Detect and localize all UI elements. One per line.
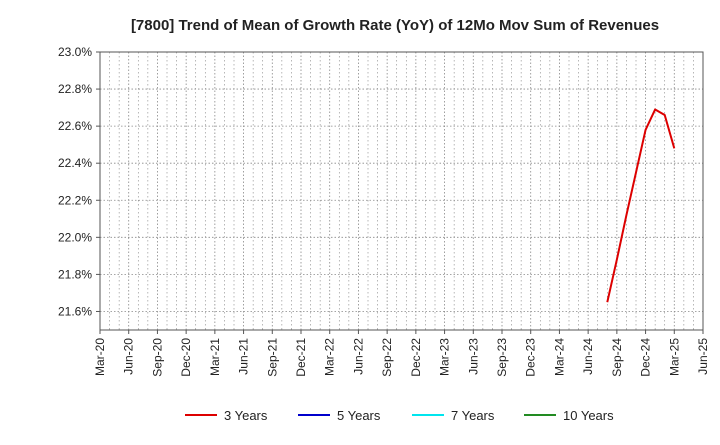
y-tick-label: 22.8% (58, 82, 92, 96)
x-tick-label: Mar-25 (667, 338, 681, 376)
x-tick-label: Jun-24 (581, 338, 595, 375)
x-tick-label: Jun-23 (466, 338, 480, 375)
grid (99, 51, 704, 330)
y-axis: 21.6% 21.8% 22.0% 22.2% 22.4% 22.6% 22.8% 23.0% (58, 45, 100, 318)
y-tick-label: 22.4% (58, 156, 92, 170)
x-tick-label: Sep-24 (610, 338, 624, 377)
legend-label: 5 Years (337, 408, 381, 423)
x-tick-label: Mar-20 (93, 338, 107, 376)
x-tick-label: Jun-22 (351, 338, 365, 375)
x-tick-label: Dec-20 (179, 338, 193, 377)
y-tick-label: 22.6% (58, 119, 92, 133)
x-tick-label: Sep-23 (495, 338, 509, 377)
y-tick-label: 23.0% (58, 45, 92, 59)
legend: 3 Years 5 Years 7 Years 10 Years (185, 408, 614, 423)
x-tick-label: Sep-21 (265, 338, 279, 377)
x-tick-label: Jun-21 (237, 338, 251, 375)
legend-label: 10 Years (563, 408, 614, 423)
legend-label: 7 Years (451, 408, 495, 423)
plot-area-border (99, 51, 704, 331)
x-tick-label: Mar-23 (438, 338, 452, 376)
y-tick-label: 21.8% (58, 267, 92, 281)
x-tick-label: Dec-21 (294, 338, 308, 377)
x-axis: Mar-20 Jun-20 Sep-20 Dec-20 Mar-21 Jun-21 Sep-… (93, 330, 710, 377)
x-tick-label: Dec-24 (639, 338, 653, 377)
x-tick-label: Dec-22 (409, 338, 423, 377)
x-tick-label: Mar-22 (323, 338, 337, 376)
series-layer (606, 108, 676, 303)
chart-title: [7800] Trend of Mean of Growth Rate (YoY… (131, 17, 659, 34)
y-tick-label: 22.0% (58, 230, 92, 244)
x-tick-label: Sep-22 (380, 338, 394, 377)
y-tick-label: 22.2% (58, 193, 92, 207)
x-tick-label: Mar-24 (552, 338, 566, 376)
legend-label: 3 Years (224, 408, 268, 423)
x-tick-label: Jun-20 (122, 338, 136, 375)
x-tick-label: Jun-25 (696, 338, 710, 375)
x-tick-label: Mar-21 (208, 338, 222, 376)
y-tick-label: 21.6% (58, 304, 92, 318)
x-tick-label: Sep-20 (150, 338, 164, 377)
series-line-3-years (606, 108, 676, 303)
x-tick-label: Dec-23 (524, 338, 538, 377)
